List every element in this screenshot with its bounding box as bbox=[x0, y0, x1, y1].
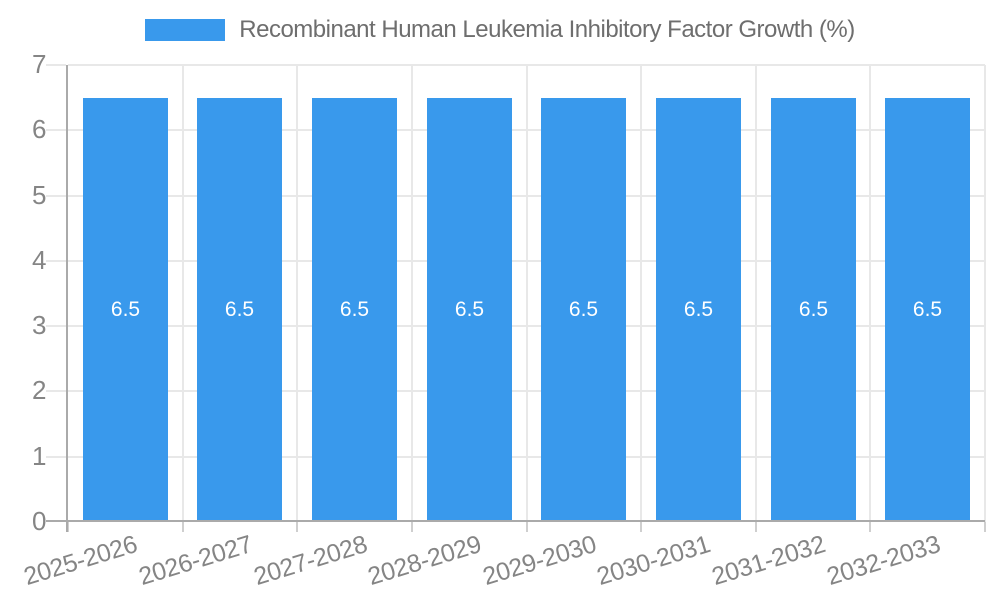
x-axis-label: 2028-2029 bbox=[364, 530, 485, 592]
y-axis-label: 6 bbox=[32, 114, 46, 144]
bar[interactable] bbox=[427, 98, 512, 522]
bar-value-label: 6.5 bbox=[798, 298, 829, 321]
y-axis-tick bbox=[46, 390, 66, 392]
x-axis-tick bbox=[640, 522, 642, 532]
x-axis-label: 2031-2032 bbox=[708, 530, 829, 592]
bar[interactable] bbox=[885, 98, 970, 522]
y-axis-label: 3 bbox=[32, 310, 46, 340]
gridline-vertical bbox=[411, 65, 413, 522]
x-axis-tick bbox=[755, 522, 757, 532]
y-axis-label: 7 bbox=[32, 49, 46, 79]
bar[interactable] bbox=[541, 98, 626, 522]
y-axis-line bbox=[66, 65, 68, 532]
x-axis-label: 2025-2026 bbox=[20, 530, 141, 592]
y-axis-label: 1 bbox=[32, 441, 46, 471]
gridline-vertical bbox=[869, 65, 871, 522]
x-axis-tick bbox=[67, 522, 69, 532]
y-axis-tick bbox=[46, 129, 66, 131]
bar[interactable] bbox=[83, 98, 168, 522]
gridline-vertical bbox=[296, 65, 298, 522]
gridline-vertical bbox=[640, 65, 642, 522]
x-axis-label: 2027-2028 bbox=[250, 530, 371, 592]
x-axis-label: 2030-2031 bbox=[593, 530, 714, 592]
x-axis-tick bbox=[296, 522, 298, 532]
bar-value-label: 6.5 bbox=[339, 298, 370, 321]
bar-value-label: 6.5 bbox=[454, 298, 485, 321]
gridline-vertical bbox=[984, 65, 986, 522]
bar-value-label: 6.5 bbox=[912, 298, 943, 321]
y-axis-label: 5 bbox=[32, 180, 46, 210]
bar[interactable] bbox=[197, 98, 282, 522]
x-axis-tick bbox=[182, 522, 184, 532]
y-axis-label: 0 bbox=[32, 506, 46, 536]
gridline-vertical bbox=[526, 65, 528, 522]
gridline-vertical bbox=[755, 65, 757, 522]
bar-value-label: 6.5 bbox=[568, 298, 599, 321]
y-axis-tick bbox=[46, 260, 66, 262]
bar-value-label: 6.5 bbox=[224, 298, 255, 321]
y-axis-tick bbox=[46, 64, 66, 66]
x-axis-label: 2029-2030 bbox=[479, 530, 600, 592]
y-axis-label: 2 bbox=[32, 375, 46, 405]
y-axis-tick bbox=[46, 325, 66, 327]
bar-value-label: 6.5 bbox=[683, 298, 714, 321]
y-axis-tick bbox=[46, 195, 66, 197]
x-axis-tick bbox=[411, 522, 413, 532]
gridline-vertical bbox=[182, 65, 184, 522]
bar[interactable] bbox=[312, 98, 397, 522]
chart-legend[interactable]: Recombinant Human Leukemia Inhibitory Fa… bbox=[0, 16, 1000, 44]
x-axis-tick bbox=[869, 522, 871, 532]
x-axis-line bbox=[46, 520, 985, 522]
x-axis-tick bbox=[526, 522, 528, 532]
bar[interactable] bbox=[656, 98, 741, 522]
legend-swatch-icon bbox=[145, 19, 226, 41]
x-axis-label: 2032-2033 bbox=[823, 530, 944, 592]
x-axis-label: 2026-2027 bbox=[135, 530, 256, 592]
bar[interactable] bbox=[771, 98, 856, 522]
y-axis-label: 4 bbox=[32, 245, 46, 275]
x-axis-tick bbox=[984, 522, 986, 532]
legend-label: Recombinant Human Leukemia Inhibitory Fa… bbox=[239, 16, 855, 43]
y-axis-tick bbox=[46, 456, 66, 458]
bar-value-label: 6.5 bbox=[110, 298, 141, 321]
